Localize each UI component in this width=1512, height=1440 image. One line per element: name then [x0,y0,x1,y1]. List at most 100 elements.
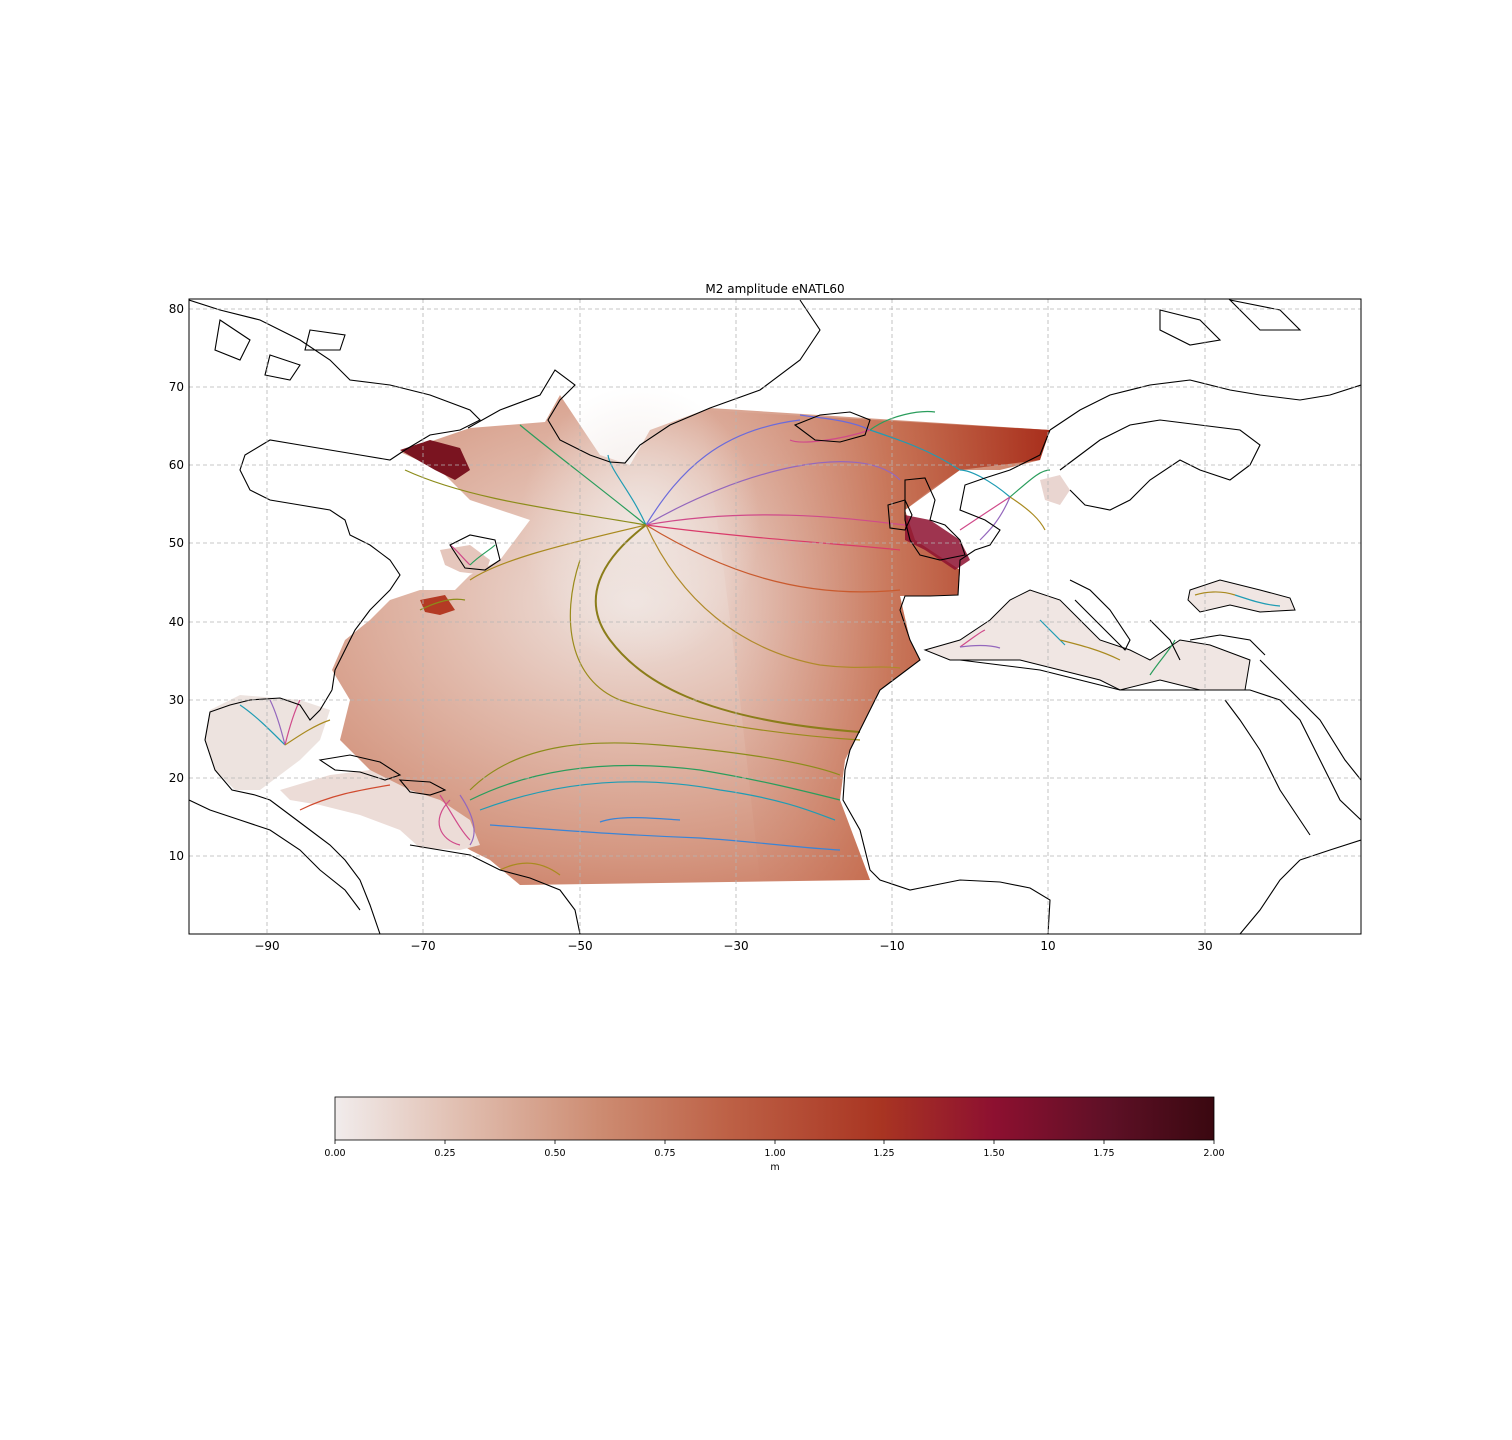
contour-line [269,699,286,746]
labrador-sea-high [400,440,470,480]
contour-line [489,824,841,851]
cotidal-contours [239,410,1281,876]
contour-line [645,524,901,669]
north-sea-high [905,515,970,570]
contour-line [594,524,861,733]
gridlines [189,299,1361,934]
coastline-europe-west [842,429,1051,934]
contour-line [299,784,391,811]
contour-line [284,699,301,746]
coastline-iceland [793,411,871,443]
coastline-newfoundland [449,534,501,571]
contour-line [645,514,906,526]
x-tick-label: −90 [254,939,279,953]
colorbar-tick-labels: 0.00 0.25 0.50 0.75 1.00 1.25 1.50 1.75 … [324,1148,1224,1159]
colorbar: 0.00 0.25 0.50 0.75 1.00 1.25 1.50 1.75 … [324,1096,1225,1173]
x-axis: −90 −70 −50 −30 −10 10 30 [254,939,1212,953]
coastline-scandinavia [1049,379,1361,511]
mediterranean-sea [923,589,1251,691]
contour-line [979,496,1011,541]
contour-line [1009,469,1051,498]
contour-line [607,454,647,526]
contour-line [404,469,647,526]
contour-line [599,817,681,823]
y-tick-label: 20 [169,771,184,785]
colorbar-tick-label: 1.00 [764,1148,785,1159]
gulf-of-mexico [205,695,330,790]
map-frame [188,298,1362,935]
colorbar-tick-label: 1.75 [1093,1148,1114,1159]
contour-line [239,704,286,746]
contour-line [1059,639,1121,661]
colorbar-unit-label: m [770,1162,779,1173]
contour-line [449,544,471,566]
coastline-cuba [318,754,402,781]
coastline-hispaniola [398,779,447,796]
colorbar-ticks [334,1140,1215,1144]
black-sea [1187,579,1296,613]
colorbar-tick-label: 2.00 [1203,1148,1224,1159]
y-tick-label: 10 [169,849,184,863]
colorbar-tick-label: 0.00 [324,1148,345,1159]
contour-line [1009,496,1046,531]
contour-line [869,410,936,431]
x-tick-label: −10 [879,939,904,953]
caribbean-basin [280,770,480,850]
coastline-arctic-islands [214,299,1302,381]
colorbar-tick-label: 0.25 [434,1148,455,1159]
x-tick-label: 10 [1040,939,1055,953]
amphidrome-glow [520,385,760,665]
contour-line [459,794,475,846]
y-tick-label: 60 [169,458,184,472]
y-tick-label: 40 [169,615,184,629]
coastline-british-isles [904,477,966,561]
map-axes [189,299,1361,934]
contour-line [959,645,1001,649]
coastline-ireland [887,499,913,531]
contour-line [959,469,1011,498]
contour-line [469,742,841,791]
east-atlantic-high [700,410,1050,880]
y-tick-label: 80 [169,302,184,316]
contour-line [799,414,871,431]
contour-line [519,424,647,526]
contour-line [479,781,836,821]
coastline-west-africa-bulge [1239,859,1301,934]
x-tick-label: 30 [1197,939,1212,953]
coastline-greenland [467,299,821,464]
contour-line [645,419,801,526]
contour-line [1149,639,1176,676]
contour-line [419,598,466,611]
contour-line [1194,591,1236,596]
contour-line [1234,594,1281,607]
y-tick-label: 70 [169,380,184,394]
coastline-canada-arctic [189,299,481,691]
contour-line [284,719,331,746]
x-tick-label: −50 [567,939,592,953]
colorbar-tick-label: 0.75 [654,1148,675,1159]
contour-line [1039,619,1066,646]
contour-line [469,524,647,581]
coastline-africa [959,659,1361,861]
coastline-arabia [1259,659,1361,781]
x-tick-label: −30 [723,939,748,953]
contour-line [645,524,901,593]
amplitude-field [205,385,1296,885]
contour-line [645,524,901,551]
colorbar-tick-label: 1.25 [873,1148,894,1159]
y-tick-label: 30 [169,693,184,707]
contour-line [869,429,961,471]
y-axis: 10 20 30 40 50 60 70 80 [169,302,184,863]
y-tick-label: 50 [169,536,184,550]
map-title: M2 amplitude eNATL60 [705,282,844,296]
colorbar-gradient [334,1096,1215,1141]
coastline-central-america [189,799,361,911]
contour-line [499,862,561,876]
colorbar-tick-label: 0.50 [544,1148,565,1159]
baltic-sea [1040,475,1070,505]
coastlines [189,299,1361,934]
contour-line [438,794,471,846]
contour-line [959,496,1011,531]
coastline-italy [1069,579,1131,651]
contour-line [569,559,861,741]
